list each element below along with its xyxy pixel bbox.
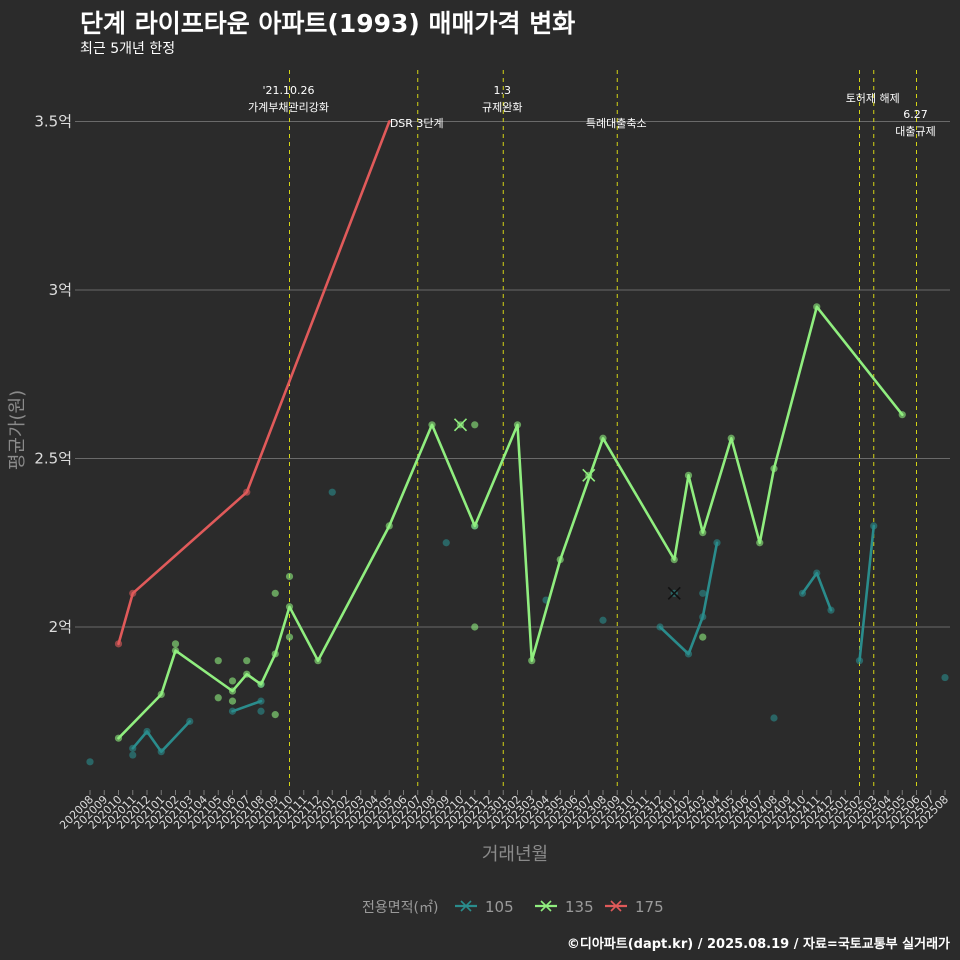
data-point <box>171 640 180 648</box>
event-label: DSR 3단계 <box>390 117 444 130</box>
data-point <box>770 714 778 722</box>
chart-title: 단계 라이프타운 아파트(1993) 매매가격 변화 <box>80 9 576 38</box>
x-tick-labels: 2020082020092020102020112020122021012021… <box>57 790 951 832</box>
y-tick-label: 2억 <box>49 618 72 636</box>
data-point <box>328 488 336 496</box>
data-point <box>699 589 707 597</box>
data-point <box>243 657 251 665</box>
data-point <box>271 589 279 597</box>
chart-caption: ©디아파트(dapt.kr) / 2025.08.19 / 자료=국토교통부 실… <box>566 937 950 952</box>
event-label: 토허제 해제 <box>846 91 900 105</box>
legend-title: 전용면적(㎡) <box>362 900 438 916</box>
cancelled-mark <box>667 586 681 600</box>
legend-key-cross <box>610 900 622 912</box>
data-point <box>599 616 607 624</box>
y-axis-label: 평균가(원) <box>7 390 28 470</box>
gridlines <box>75 121 950 628</box>
series-layer <box>86 120 949 766</box>
series-line <box>801 571 833 612</box>
event-label: 규제완화 <box>482 101 522 114</box>
data-point <box>941 673 949 682</box>
data-point <box>442 539 450 547</box>
data-point <box>214 657 222 665</box>
series-line <box>858 524 876 663</box>
data-point <box>471 421 479 429</box>
data-point <box>271 711 279 719</box>
series-line <box>117 305 904 740</box>
data-point <box>214 694 222 702</box>
y-tick-label: 3억 <box>49 281 72 299</box>
cancelled-mark <box>453 418 468 432</box>
legend-label: 105 <box>485 898 514 916</box>
series-135 <box>114 303 906 742</box>
event-label: 6.27 <box>903 108 928 121</box>
series-175 <box>114 120 391 648</box>
cancelled-mark <box>582 468 596 482</box>
data-point <box>699 633 707 641</box>
data-point <box>228 677 237 685</box>
legend-label: 135 <box>565 898 594 916</box>
y-tick-label: 3.5억 <box>34 113 72 131</box>
event-label: 가계부채관리강화 <box>248 101 329 114</box>
legend-key-cross <box>460 900 472 912</box>
series-line <box>231 699 263 713</box>
data-point <box>257 707 265 715</box>
event-label: 1.3 <box>494 84 512 97</box>
data-point <box>129 751 137 759</box>
legend-label: 175 <box>635 898 664 916</box>
chart-subtitle: 최근 5개년 한정 <box>80 41 176 57</box>
x-axis-label: 거래년월 <box>482 844 548 865</box>
series-line <box>131 720 192 754</box>
series-line <box>117 120 391 646</box>
series-line <box>658 541 719 656</box>
event-label: 특례대출축소 <box>586 117 647 130</box>
data-point <box>86 758 94 766</box>
data-point <box>471 623 479 631</box>
data-point <box>285 572 294 581</box>
event-label: 대출규제 <box>895 125 935 138</box>
y-tick-label: 2.5억 <box>34 450 72 468</box>
data-point <box>285 633 294 641</box>
y-tick-labels: 2억 2.5억 3억 3.5억 <box>34 113 72 637</box>
legend: 전용면적(㎡) 105 135 175 <box>362 898 664 916</box>
legend-key-cross <box>540 900 552 912</box>
data-point <box>228 697 237 705</box>
event-label: '21.10.26 <box>262 84 314 97</box>
